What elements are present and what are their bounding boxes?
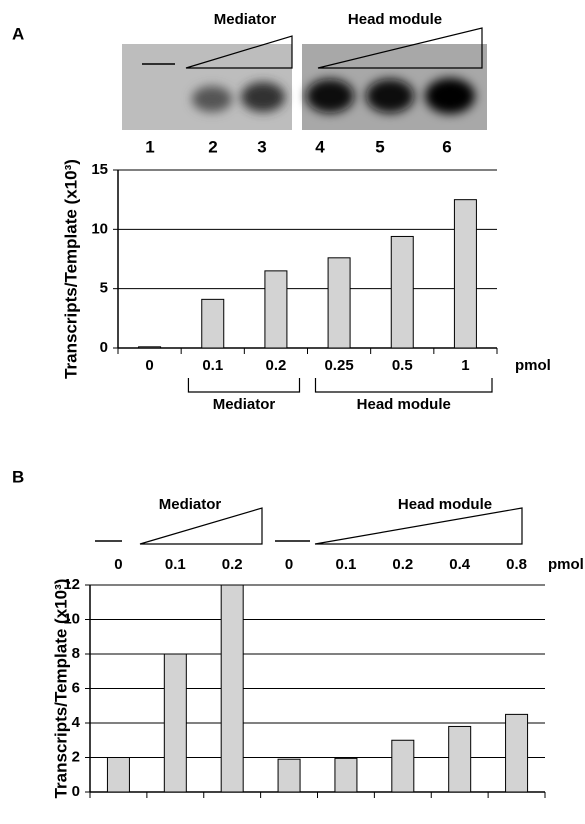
bar xyxy=(454,200,476,348)
group-label: Mediator xyxy=(214,11,277,28)
x-unit: pmol xyxy=(515,357,551,374)
y-tick-label: 5 xyxy=(100,280,108,297)
y-tick-label: 4 xyxy=(72,714,81,731)
bar xyxy=(391,236,413,348)
lane-label: 3 xyxy=(257,137,266,156)
x-tick-label: 0 xyxy=(145,357,153,374)
bar xyxy=(107,758,129,793)
wedge xyxy=(315,508,522,544)
x-tick-label: 0.5 xyxy=(392,357,413,374)
y-axis-title: Transcripts/Template (x10³) xyxy=(51,579,70,799)
bar xyxy=(335,758,357,792)
lane-label: 1 xyxy=(145,137,154,156)
panel-label: B xyxy=(12,467,24,486)
group-label: Head module xyxy=(348,11,442,28)
x-tick-label: 0.2 xyxy=(392,556,413,573)
group-label: Head module xyxy=(398,496,492,513)
bar xyxy=(164,654,186,792)
bar xyxy=(202,299,224,348)
y-tick-label: 0 xyxy=(72,783,80,800)
lane-label: 4 xyxy=(315,137,325,156)
y-tick-label: 6 xyxy=(72,679,80,696)
y-tick-label: 15 xyxy=(91,161,108,178)
wedge xyxy=(140,508,262,544)
group-label: Head module xyxy=(357,396,451,413)
bracket xyxy=(188,378,299,392)
x-unit: pmol xyxy=(548,556,584,573)
y-axis-title: Transcripts/Template (x10³) xyxy=(61,159,80,379)
group-label: Mediator xyxy=(213,396,276,413)
y-tick-label: 2 xyxy=(72,748,80,765)
x-tick-label: 0.1 xyxy=(336,556,357,573)
x-tick-label: 0.8 xyxy=(506,556,527,573)
x-tick-label: 0.1 xyxy=(165,556,186,573)
y-tick-label: 8 xyxy=(72,645,80,662)
x-tick-label: 0.4 xyxy=(449,556,471,573)
x-tick-label: 0.25 xyxy=(324,357,353,374)
bar xyxy=(221,585,243,792)
x-tick-label: 0 xyxy=(114,556,122,573)
figure: A Mediator Head module B Mediator Head m… xyxy=(0,0,585,824)
y-tick-label: 10 xyxy=(91,220,108,237)
panel-label: A xyxy=(12,24,24,43)
lane-label: 6 xyxy=(442,137,451,156)
bar xyxy=(139,347,161,348)
x-tick-label: 0 xyxy=(285,556,293,573)
x-tick-label: 0.2 xyxy=(222,556,243,573)
group-label: Mediator xyxy=(159,496,222,513)
bar xyxy=(278,759,300,792)
x-tick-label: 1 xyxy=(461,357,469,374)
lane-label: 2 xyxy=(208,137,217,156)
bar xyxy=(449,726,471,792)
bar xyxy=(265,271,287,348)
bracket xyxy=(316,378,493,392)
x-tick-label: 0.2 xyxy=(265,357,286,374)
bar xyxy=(392,740,414,792)
y-tick-label: 0 xyxy=(100,339,108,356)
bar xyxy=(506,714,528,792)
bar xyxy=(328,258,350,348)
lane-label: 5 xyxy=(375,137,384,156)
x-tick-label: 0.1 xyxy=(202,357,223,374)
